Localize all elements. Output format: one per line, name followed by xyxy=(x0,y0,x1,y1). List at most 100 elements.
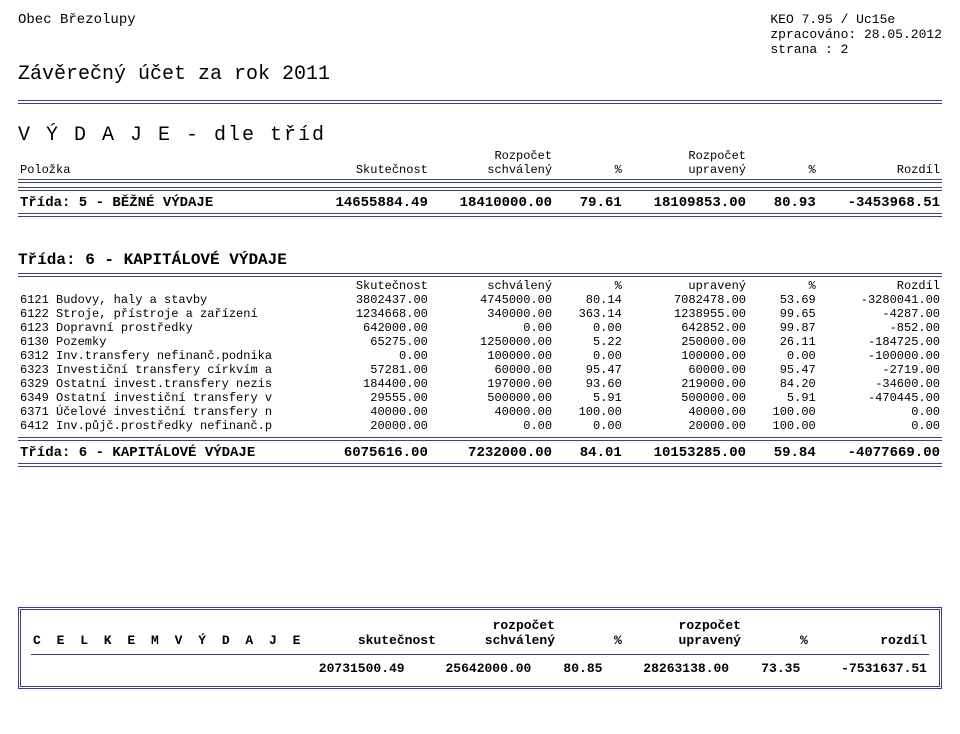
table-row: 6123 Dopravní prostředky642000.000.000.0… xyxy=(18,321,942,335)
row-up: 250000.00 xyxy=(624,335,748,349)
row-sk: 20000.00 xyxy=(306,419,430,433)
table-row: 6312 Inv.transfery nefinanč.podnika 0.00 1… xyxy=(18,349,942,363)
row-sk: 65275.00 xyxy=(306,335,430,349)
class5-p2: 80.93 xyxy=(748,195,818,211)
row-sk: 184400.00 xyxy=(306,377,430,391)
column-header-top: Rozpočet Rozpočet Položka Skutečnost sch… xyxy=(18,149,942,177)
row-roz: -100000.00 xyxy=(818,349,942,363)
sum-p1: 80.85 xyxy=(533,661,604,676)
row-item: 6371 Účelové investiční transfery n xyxy=(18,405,306,419)
class6-total-sk: 6075616.00 xyxy=(306,445,430,461)
col-schvaleny: schválený xyxy=(430,163,554,177)
class5-p1: 79.61 xyxy=(554,195,624,211)
row-sk: 642000.00 xyxy=(306,321,430,335)
sum-col-up-top: rozpočet xyxy=(624,618,743,633)
row-up: 1238955.00 xyxy=(624,307,748,321)
row-p1: 95.47 xyxy=(554,363,624,377)
col-skutecnost: Skutečnost xyxy=(306,163,430,177)
row-sch: 60000.00 xyxy=(430,363,554,377)
row-p1: 5.91 xyxy=(554,391,624,405)
row-sch: 500000.00 xyxy=(430,391,554,405)
row-sk: 57281.00 xyxy=(306,363,430,377)
row-sch: 0.00 xyxy=(430,321,554,335)
divider xyxy=(18,190,942,191)
row-up: 219000.00 xyxy=(624,377,748,391)
sum-up: 28263138.00 xyxy=(604,661,731,676)
row-up: 20000.00 xyxy=(624,419,748,433)
row-p2: 100.00 xyxy=(748,419,818,433)
row-item: 6122 Stroje, přístroje a zařízení xyxy=(18,307,306,321)
class6-total-roz: -4077669.00 xyxy=(818,445,942,461)
row-p2: 53.69 xyxy=(748,293,818,307)
row-p1: 5.22 xyxy=(554,335,624,349)
table-row: 6121 Budovy, haly a stavby3802437.004745… xyxy=(18,293,942,307)
row-sk: 29555.00 xyxy=(306,391,430,405)
row-p2: 84.20 xyxy=(748,377,818,391)
row-roz: 0.00 xyxy=(818,405,942,419)
divider xyxy=(18,179,942,183)
divider xyxy=(18,437,942,438)
col-rozpocet-sch-top: Rozpočet xyxy=(430,149,554,163)
row-roz: -852.00 xyxy=(818,321,942,335)
class6-title: Třída: 6 - KAPITÁLOVÉ VÝDAJE xyxy=(18,251,942,269)
row-p2: 5.91 xyxy=(748,391,818,405)
table-row: 6349 Ostatní investiční transfery v29555… xyxy=(18,391,942,405)
row-p1: 363.14 xyxy=(554,307,624,321)
class6-head-up: upravený xyxy=(624,279,748,293)
divider xyxy=(18,440,942,441)
sum-col-sk: skutečnost xyxy=(319,633,438,648)
class6-total-title: Třída: 6 - KAPITÁLOVÉ VÝDAJE xyxy=(18,445,306,461)
class6-total-sch: 7232000.00 xyxy=(430,445,554,461)
row-item: 6123 Dopravní prostředky xyxy=(18,321,306,335)
class6-head-roz: Rozdíl xyxy=(818,279,942,293)
sum-p2: 73.35 xyxy=(731,661,802,676)
class6-total-up: 10153285.00 xyxy=(624,445,748,461)
table-row: 6122 Stroje, přístroje a zařízení1234668… xyxy=(18,307,942,321)
row-item: 6312 Inv.transfery nefinanč.podnika xyxy=(18,349,306,363)
row-sch: 4745000.00 xyxy=(430,293,554,307)
row-sk: 3802437.00 xyxy=(306,293,430,307)
row-p2: 99.87 xyxy=(748,321,818,335)
row-item: 6329 Ostatní invest.transfery nezis xyxy=(18,377,306,391)
class5-sch: 18410000.00 xyxy=(430,195,554,211)
row-item: 6121 Budovy, haly a stavby xyxy=(18,293,306,307)
row-p1: 80.14 xyxy=(554,293,624,307)
row-roz: -34600.00 xyxy=(818,377,942,391)
row-roz: -2719.00 xyxy=(818,363,942,377)
divider xyxy=(18,273,942,277)
col-upraveny: upravený xyxy=(624,163,748,177)
col-item: Položka xyxy=(18,163,306,177)
table-row: 6329 Ostatní invest.transfery nezis18440… xyxy=(18,377,942,391)
divider xyxy=(18,463,942,467)
summary-box: rozpočet rozpočet C E L K E M V Ý D A J … xyxy=(18,607,942,689)
class6-head-sch: schválený xyxy=(430,279,554,293)
class5-total-row: Třída: 5 - BĚŽNÉ VÝDAJE 14655884.49 1841… xyxy=(18,195,942,211)
row-p2: 99.65 xyxy=(748,307,818,321)
row-p2: 0.00 xyxy=(748,349,818,363)
page-title: Závěrečný účet za rok 2011 xyxy=(18,63,942,86)
row-roz: 0.00 xyxy=(818,419,942,433)
row-roz: -3280041.00 xyxy=(818,293,942,307)
sum-col-p2: % xyxy=(743,633,810,648)
row-up: 7082478.00 xyxy=(624,293,748,307)
row-roz: -184725.00 xyxy=(818,335,942,349)
row-up: 642852.00 xyxy=(624,321,748,335)
class6-head-p2: % xyxy=(748,279,818,293)
row-sch: 100000.00 xyxy=(430,349,554,363)
system-id: KEO 7.95 / Uc15e xyxy=(770,12,942,27)
row-up: 500000.00 xyxy=(624,391,748,405)
sum-sch: 25642000.00 xyxy=(407,661,534,676)
row-item: 6412 Inv.půjč.prostředky nefinanč.p xyxy=(18,419,306,433)
row-item: 6349 Ostatní investiční transfery v xyxy=(18,391,306,405)
table-row: 6412 Inv.půjč.prostředky nefinanč.p20000… xyxy=(18,419,942,433)
class6-data-table: 6121 Budovy, haly a stavby3802437.004745… xyxy=(18,293,942,433)
row-p1: 93.60 xyxy=(554,377,624,391)
row-p2: 26.11 xyxy=(748,335,818,349)
row-roz: -4287.00 xyxy=(818,307,942,321)
class5-roz: -3453968.51 xyxy=(818,195,942,211)
sum-col-sch-top: rozpočet xyxy=(438,618,557,633)
col-pct1: % xyxy=(554,163,624,177)
sum-col-roz: rozdíl xyxy=(810,633,929,648)
row-sch: 340000.00 xyxy=(430,307,554,321)
table-row: 6323 Investiční transfery církvím a57281… xyxy=(18,363,942,377)
